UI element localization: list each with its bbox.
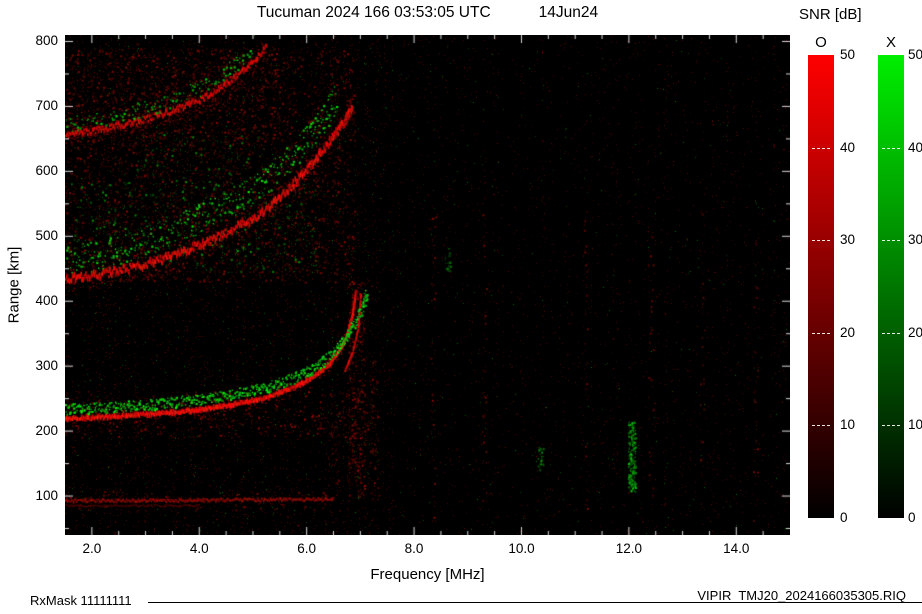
colorbar-tick-dash: [881, 147, 901, 149]
x-colorbar-tick-label: 40: [908, 139, 922, 155]
y-tick-label: 200: [35, 423, 58, 439]
date-label: 14Jun24: [538, 4, 599, 21]
colorbar-tick-dash: [811, 332, 831, 334]
x-colorbar-tick-label: 20: [908, 324, 922, 340]
x-tick-label: 2.0: [82, 541, 102, 556]
colorbar-tick-dash: [811, 240, 831, 242]
x-axis-label: Frequency [MHz]: [370, 566, 485, 583]
x-tick-label: 12.0: [615, 541, 643, 556]
o-snr-colorbar: [808, 55, 834, 518]
x-tick-label: 6.0: [297, 541, 317, 556]
y-axis-label: Range [km]: [5, 246, 23, 324]
x-tick-label: 14.0: [723, 541, 750, 556]
x-tick-label: 8.0: [404, 541, 424, 556]
colorbar-tick-dash: [811, 425, 831, 427]
o-colorbar-tick-label: 20: [840, 324, 856, 340]
snr-colorbar-title: SNR [dB]: [799, 6, 862, 23]
x-mode-label: X: [885, 34, 896, 51]
colorbar-tick-dash: [881, 240, 901, 242]
colorbar-tick-dash: [881, 425, 901, 427]
x-colorbar-tick-label: 30: [908, 232, 922, 248]
x-tick-label: 10.0: [508, 541, 535, 556]
ionogram-plot: [65, 35, 790, 535]
colorbar-tick-dash: [811, 147, 831, 149]
colorbar-tick-dash: [881, 332, 901, 334]
footer-divider: [148, 602, 922, 603]
x-colorbar-tick-label: 0: [908, 510, 916, 525]
filename-label: VIPIR TMJ20_2024166035305.RIQ: [697, 588, 906, 603]
station-datetime-title: Tucuman 2024 166 03:53:05 UTC: [256, 4, 491, 21]
o-colorbar-tick-label: 10: [840, 417, 856, 433]
y-tick-label: 500: [35, 228, 58, 244]
header: Tucuman 2024 166 03:53:05 UTC 14Jun24: [65, 4, 790, 22]
y-tick-label: 400: [35, 293, 58, 309]
x-colorbar-tick-label: 50: [908, 47, 922, 62]
y-tick-label: 100: [35, 488, 58, 504]
rxmask-label: RxMask 11111111: [30, 593, 132, 608]
o-colorbar-tick-label: 30: [840, 232, 856, 248]
y-tick-label: 700: [35, 98, 58, 114]
o-colorbar-tick-label: 0: [840, 510, 848, 525]
ionogram-canvas: [65, 35, 790, 535]
y-tick-label: 800: [35, 33, 58, 49]
o-colorbar-tick-label: 50: [840, 47, 856, 62]
x-snr-colorbar: [878, 55, 904, 518]
o-mode-label: O: [815, 34, 827, 51]
y-tick-label: 600: [35, 163, 58, 179]
x-tick-label: 4.0: [189, 541, 209, 556]
x-colorbar-tick-label: 10: [908, 417, 922, 433]
o-colorbar-tick-label: 40: [840, 139, 856, 155]
y-tick-label: 300: [35, 358, 58, 374]
